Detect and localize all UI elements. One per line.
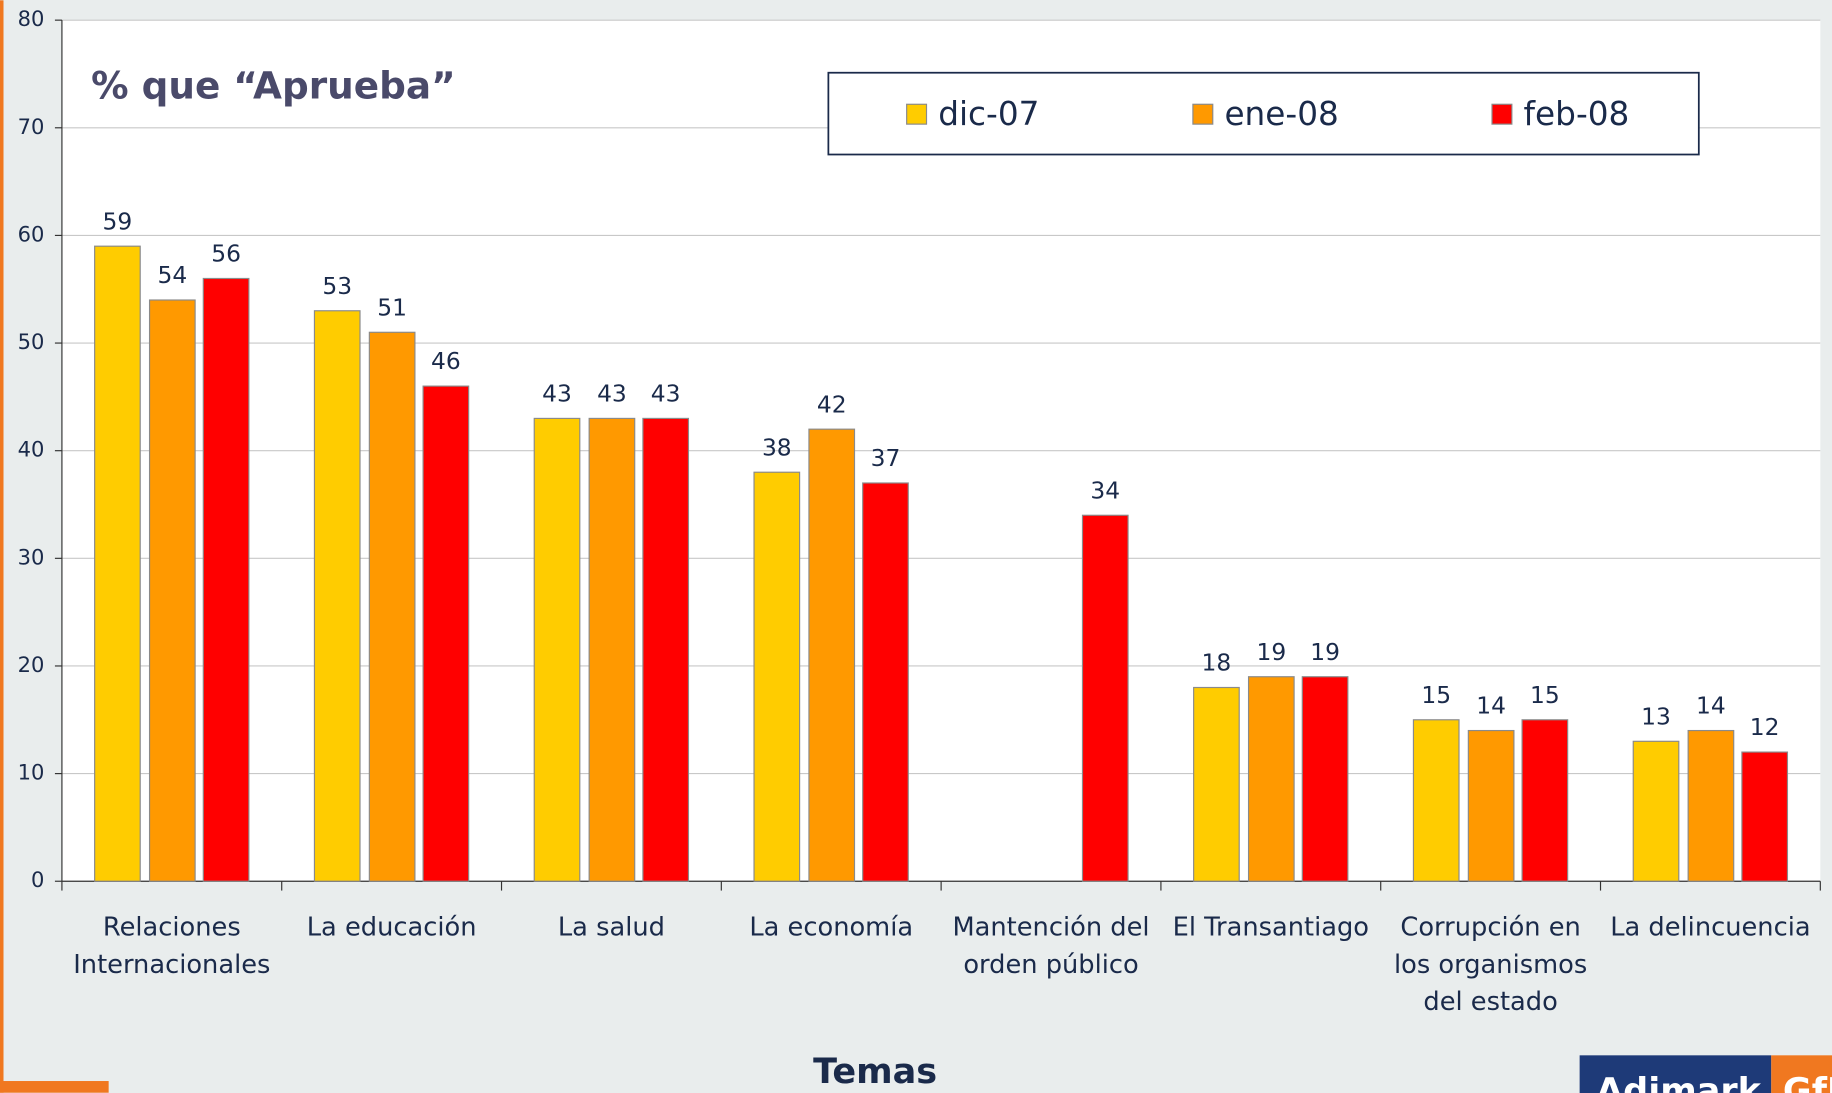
x-tick-label: La salud xyxy=(558,912,665,942)
data-label: 15 xyxy=(1530,681,1560,709)
bar xyxy=(1193,686,1240,882)
bar xyxy=(313,310,361,882)
data-label: 13 xyxy=(1641,702,1671,730)
bar xyxy=(1301,676,1349,882)
logo-box xyxy=(1579,1055,1772,1093)
y-tick-label: 30 xyxy=(18,544,45,569)
y-tick-label: 0 xyxy=(31,867,44,892)
bar xyxy=(94,245,141,882)
legend-swatch xyxy=(1491,103,1513,125)
data-label: 43 xyxy=(597,380,627,408)
data-label: 59 xyxy=(103,207,133,235)
legend-swatch xyxy=(906,103,928,125)
x-tick-label: La delincuencia xyxy=(1610,912,1810,942)
bar xyxy=(1412,719,1460,882)
x-tick-label: Relaciones xyxy=(103,912,241,942)
y-tick-label: 60 xyxy=(18,221,45,246)
data-label: 12 xyxy=(1750,713,1780,741)
legend-swatch xyxy=(1192,103,1214,125)
bar xyxy=(1741,751,1789,882)
data-label: 14 xyxy=(1696,692,1726,720)
left-stripe xyxy=(0,0,4,1093)
y-tick-label: 10 xyxy=(18,760,45,785)
bar xyxy=(148,299,196,882)
bar xyxy=(588,417,636,882)
bar xyxy=(1521,719,1569,882)
data-label: 56 xyxy=(211,240,241,268)
data-label: 19 xyxy=(1310,638,1340,666)
x-tick-label: Corrupción en xyxy=(1400,912,1580,942)
bar xyxy=(533,417,581,882)
bar xyxy=(753,471,801,882)
x-tick-label: El Transantiago xyxy=(1173,912,1369,942)
bar xyxy=(202,277,250,882)
data-label: 51 xyxy=(377,293,407,321)
bar xyxy=(1081,514,1129,882)
data-label: 53 xyxy=(322,272,352,300)
y-tick-label: 50 xyxy=(18,329,45,354)
data-label: 15 xyxy=(1421,681,1451,709)
x-tick-label: La economía xyxy=(749,912,913,942)
bar xyxy=(642,417,690,882)
data-label: 37 xyxy=(871,444,901,472)
y-tick-label: 70 xyxy=(18,114,45,139)
data-label: 18 xyxy=(1202,649,1232,677)
data-label: 42 xyxy=(817,390,847,418)
x-axis-title: Temas xyxy=(813,1051,937,1092)
x-tick-label: Mantención del xyxy=(953,912,1150,942)
logo-text: GfK xyxy=(1783,1071,1832,1093)
bar xyxy=(1632,740,1680,882)
x-tick-label: orden público xyxy=(963,950,1138,980)
logo-text: Adimark xyxy=(1596,1071,1762,1093)
bar xyxy=(862,482,909,882)
legend-box xyxy=(827,71,1700,156)
bar xyxy=(422,385,470,882)
x-tick-label: del estado xyxy=(1423,987,1557,1017)
data-label: 34 xyxy=(1090,476,1120,504)
logo-box-accent xyxy=(1771,1055,1832,1093)
legend-label: feb-08 xyxy=(1524,95,1630,133)
data-label: 43 xyxy=(542,380,572,408)
data-label: 46 xyxy=(431,347,461,375)
x-tick-label: La educación xyxy=(307,912,477,942)
data-label: 38 xyxy=(762,433,792,461)
y-tick-label: 20 xyxy=(18,652,45,677)
legend-label: ene-08 xyxy=(1224,95,1338,133)
chart-title: % que “Aprueba” xyxy=(91,63,456,107)
bar xyxy=(1247,676,1295,882)
data-label: 54 xyxy=(157,261,187,289)
bar xyxy=(368,331,416,882)
bar xyxy=(1467,729,1515,882)
x-tick-label: los organismos xyxy=(1394,950,1587,980)
bar xyxy=(808,428,856,882)
x-tick-label: Internacionales xyxy=(73,950,270,980)
data-label: 19 xyxy=(1256,638,1286,666)
y-tick-label: 80 xyxy=(18,6,45,31)
data-label: 43 xyxy=(651,380,681,408)
data-label: 14 xyxy=(1476,692,1506,720)
legend-label: dic-07 xyxy=(938,95,1039,133)
bar xyxy=(1687,729,1735,882)
corner-block xyxy=(0,1081,109,1093)
y-tick-label: 40 xyxy=(18,437,45,462)
